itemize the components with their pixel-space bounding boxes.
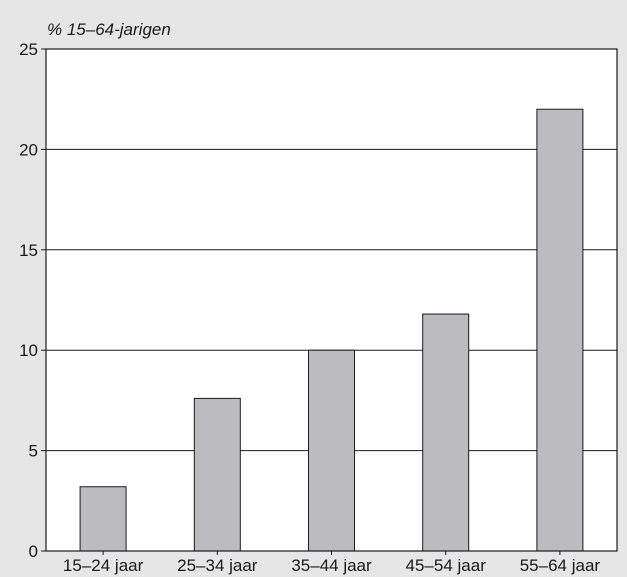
y-tick-label: 0 — [29, 542, 38, 561]
y-tick-label: 20 — [19, 140, 38, 159]
bar — [536, 108, 584, 552]
plot-frame — [45, 48, 618, 552]
x-tick-label: 55–64 jaar — [520, 556, 601, 575]
y-axis-title: % 15–64-jarigen — [47, 20, 171, 39]
y-tick-label: 5 — [29, 442, 38, 461]
y-tick-label: 10 — [19, 341, 38, 360]
x-tick-label: 45–54 jaar — [406, 556, 487, 575]
bar — [308, 349, 355, 552]
x-tick-labels: 15–24 jaar 25–34 jaar 35–44 jaar 45–54 jaar… — [63, 556, 600, 575]
x-tick-label: 15–24 jaar — [63, 556, 144, 575]
y-tick-label: 15 — [19, 241, 38, 260]
y-tick-labels: 0 5 10 15 20 25 — [19, 40, 38, 561]
x-tick-label: 25–34 jaar — [177, 556, 258, 575]
x-tick-label: 35–44 jaar — [291, 556, 372, 575]
bar — [79, 486, 127, 552]
y-tick-label: 25 — [19, 40, 38, 59]
bar — [193, 397, 241, 552]
bars — [79, 108, 584, 555]
bar — [422, 313, 470, 552]
